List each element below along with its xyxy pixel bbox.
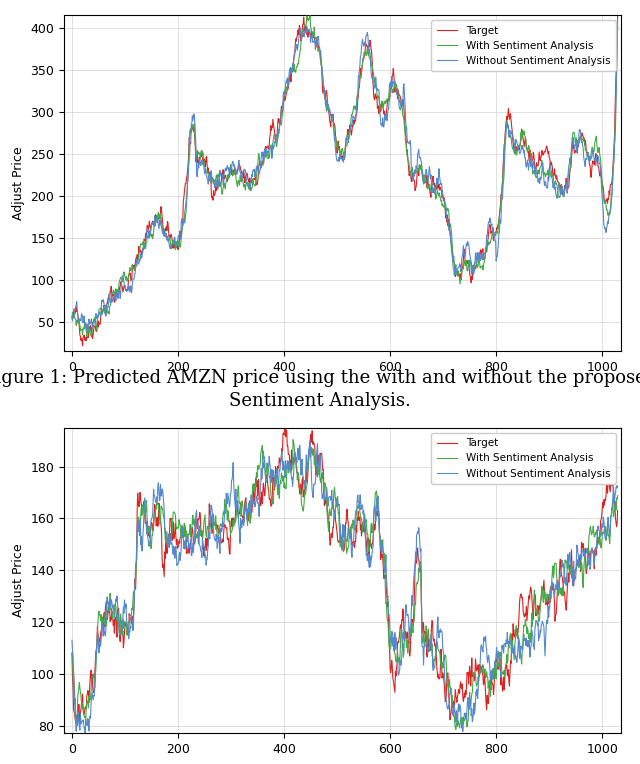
Without Sentiment Analysis bbox=[239, 520, 247, 529]
Without Sentiment Analysis bbox=[531, 170, 539, 179]
With Sentiment Analysis bbox=[614, 491, 621, 500]
With Sentiment Analysis bbox=[239, 500, 246, 509]
Target bbox=[68, 649, 76, 658]
Without Sentiment Analysis bbox=[239, 166, 247, 175]
Without Sentiment Analysis bbox=[274, 474, 282, 483]
Without Sentiment Analysis bbox=[68, 313, 76, 322]
Target bbox=[274, 461, 282, 471]
With Sentiment Analysis bbox=[68, 313, 76, 322]
Target bbox=[561, 587, 568, 596]
With Sentiment Analysis bbox=[532, 606, 540, 615]
Without Sentiment Analysis bbox=[561, 578, 568, 588]
Target bbox=[498, 678, 506, 688]
Line: Without Sentiment Analysis: Without Sentiment Analysis bbox=[72, 19, 618, 331]
Without Sentiment Analysis bbox=[274, 130, 282, 139]
Target bbox=[76, 719, 84, 728]
Without Sentiment Analysis bbox=[614, 481, 621, 490]
Line: Without Sentiment Analysis: Without Sentiment Analysis bbox=[72, 441, 618, 740]
Target bbox=[614, 506, 621, 515]
Text: Sentiment Analysis.: Sentiment Analysis. bbox=[229, 392, 411, 410]
With Sentiment Analysis bbox=[498, 668, 506, 678]
With Sentiment Analysis bbox=[306, 11, 314, 21]
Target bbox=[531, 163, 539, 172]
Without Sentiment Analysis bbox=[614, 15, 621, 24]
Line: With Sentiment Analysis: With Sentiment Analysis bbox=[72, 16, 618, 337]
Y-axis label: Adjust Price: Adjust Price bbox=[12, 147, 25, 220]
With Sentiment Analysis bbox=[561, 186, 568, 196]
Target bbox=[498, 189, 506, 198]
Target bbox=[560, 189, 568, 198]
With Sentiment Analysis bbox=[88, 332, 95, 342]
Target bbox=[274, 119, 282, 128]
Target bbox=[282, 413, 289, 422]
With Sentiment Analysis bbox=[273, 481, 281, 490]
Line: Target: Target bbox=[72, 14, 618, 346]
With Sentiment Analysis bbox=[452, 725, 460, 734]
Y-axis label: Adjust Price: Adjust Price bbox=[12, 544, 25, 617]
Without Sentiment Analysis bbox=[498, 641, 506, 650]
Without Sentiment Analysis bbox=[532, 621, 540, 630]
With Sentiment Analysis bbox=[561, 565, 568, 575]
Without Sentiment Analysis bbox=[68, 636, 76, 645]
With Sentiment Analysis bbox=[129, 264, 137, 274]
With Sentiment Analysis bbox=[614, 21, 621, 31]
With Sentiment Analysis bbox=[129, 605, 136, 614]
Without Sentiment Analysis bbox=[498, 196, 506, 205]
Target bbox=[614, 9, 621, 18]
Without Sentiment Analysis bbox=[560, 192, 568, 201]
Line: With Sentiment Analysis: With Sentiment Analysis bbox=[72, 439, 618, 730]
Without Sentiment Analysis bbox=[129, 626, 137, 635]
Target bbox=[239, 511, 247, 520]
With Sentiment Analysis bbox=[532, 171, 540, 180]
Target bbox=[79, 342, 86, 351]
Legend: Target, With Sentiment Analysis, Without Sentiment Analysis: Target, With Sentiment Analysis, Without… bbox=[431, 433, 616, 484]
Text: Figure 1: Predicted AMZN price using the with and without the proposed: Figure 1: Predicted AMZN price using the… bbox=[0, 369, 640, 387]
Target bbox=[129, 262, 137, 271]
With Sentiment Analysis bbox=[68, 649, 76, 658]
With Sentiment Analysis bbox=[274, 135, 282, 144]
Without Sentiment Analysis bbox=[129, 274, 137, 283]
Line: Target: Target bbox=[72, 417, 618, 724]
Without Sentiment Analysis bbox=[306, 436, 314, 445]
With Sentiment Analysis bbox=[289, 435, 297, 444]
Target bbox=[129, 617, 137, 626]
Target bbox=[68, 313, 76, 322]
Target bbox=[239, 173, 247, 183]
Legend: Target, With Sentiment Analysis, Without Sentiment Analysis: Target, With Sentiment Analysis, Without… bbox=[431, 21, 616, 71]
Without Sentiment Analysis bbox=[84, 326, 92, 335]
With Sentiment Analysis bbox=[498, 185, 506, 194]
Without Sentiment Analysis bbox=[81, 736, 89, 745]
With Sentiment Analysis bbox=[239, 178, 247, 187]
Target bbox=[532, 591, 540, 600]
